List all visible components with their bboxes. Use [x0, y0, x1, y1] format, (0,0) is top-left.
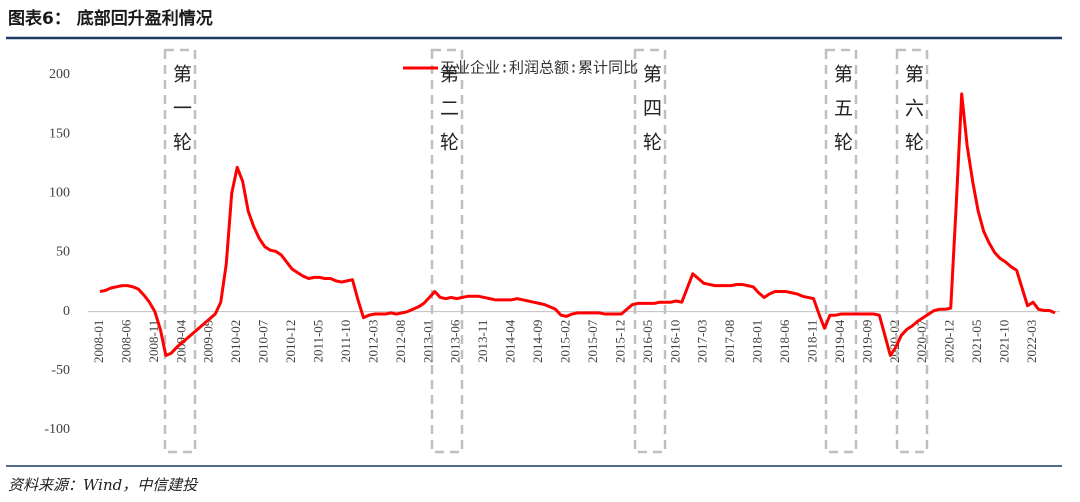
period-box [163, 48, 197, 454]
x-tick-label: 2014-09 [530, 320, 545, 363]
x-tick-label: 2020-12 [942, 320, 957, 363]
x-tick-label: 2021-10 [997, 320, 1012, 363]
x-tick-label: 2016-05 [640, 320, 655, 363]
period-label: 第六轮 [902, 64, 924, 166]
x-tick-label: 2019-04 [832, 319, 847, 363]
period-label: 第五轮 [831, 64, 853, 166]
x-tick-label: 2015-12 [612, 320, 627, 363]
x-tick-label: 2010-07 [256, 319, 271, 363]
y-tick-label: 0 [63, 304, 70, 319]
x-tick-label: 2011-05 [311, 320, 326, 363]
period-box [824, 48, 858, 454]
period-label: 第四轮 [640, 64, 662, 166]
period-label: 第一轮 [170, 64, 192, 166]
y-tick-label: 150 [49, 126, 70, 141]
y-tick-label: -50 [51, 363, 70, 378]
legend-label: 工业企业:利润总额:累计同比 [440, 59, 638, 77]
x-tick-label: 2018-11 [804, 320, 819, 363]
source: 资料来源：Wind，中信建投 [8, 476, 199, 494]
x-tick-label: 2017-08 [722, 320, 737, 363]
x-tick-label: 2008-01 [91, 320, 106, 363]
y-tick-label: 50 [56, 245, 70, 260]
y-tick-label: 200 [49, 67, 70, 82]
x-tick-label: 2010-02 [228, 320, 243, 363]
x-tick-label: 2012-03 [365, 320, 380, 363]
period-label: 第二轮 [437, 64, 459, 166]
x-tick-label: 2020-07 [914, 319, 929, 363]
x-tick-label: 2012-08 [393, 320, 408, 363]
chart-title: 图表6： 底部回升盈利情况 [8, 8, 213, 29]
x-tick-label: 2018-01 [750, 320, 765, 363]
x-tick-label: 2014-04 [503, 319, 518, 363]
y-tick-label: -100 [44, 422, 70, 437]
x-tick-label: 2018-06 [777, 319, 792, 363]
x-tick-label: 2019-09 [859, 320, 874, 363]
x-tick-label: 2009-09 [201, 320, 216, 363]
x-tick-label: 2017-03 [695, 320, 710, 363]
x-tick-label: 2013-06 [448, 319, 463, 363]
y-tick-label: 100 [49, 186, 70, 201]
x-tick-label: 2022-03 [1024, 320, 1039, 363]
x-tick-label: 2021-05 [969, 320, 984, 363]
period-box [430, 48, 464, 454]
x-tick-label: 2010-12 [283, 320, 298, 363]
x-tick-label: 2009-04 [173, 319, 188, 363]
x-tick-label: 2016-10 [667, 320, 682, 363]
x-tick-label: 2015-02 [558, 320, 573, 363]
line-series [99, 92, 1056, 357]
x-tick-label: 2008-11 [146, 320, 161, 363]
period-box [633, 48, 667, 454]
x-tick-label: 2013-11 [475, 320, 490, 363]
x-tick-label: 2015-07 [585, 319, 600, 363]
x-tick-label: 2011-10 [338, 320, 353, 363]
x-tick-label: 2008-06 [118, 319, 133, 363]
period-box [895, 48, 929, 454]
